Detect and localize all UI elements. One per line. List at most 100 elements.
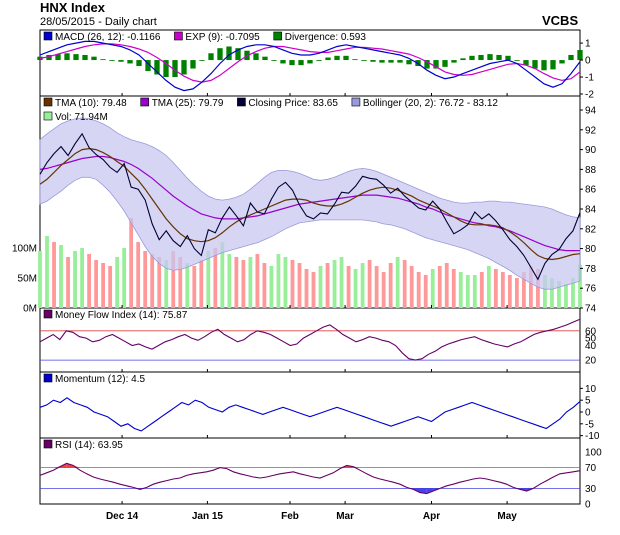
divergence-bar (46, 54, 52, 61)
rsi-tick-label: 70 (585, 463, 597, 474)
momentum-line (39, 397, 581, 432)
mfi-panel-frame (39, 307, 581, 373)
divergence-bar (73, 54, 79, 61)
price-tick-label: 74 (585, 304, 597, 315)
divergence-bar (406, 60, 412, 65)
volume-bar (94, 260, 99, 308)
chart-date-line: 28/05/2015 - Daily chart (40, 16, 157, 28)
price-tick-label: 92 (585, 125, 597, 136)
volume-bar (486, 266, 491, 308)
divergence-bar (217, 48, 223, 61)
legend-swatch-signal (174, 31, 183, 41)
legend-swatch-macd (43, 31, 53, 41)
divergence-bar (136, 60, 142, 66)
volume-bar (529, 266, 533, 308)
divergence-bar (154, 60, 160, 75)
legend-label-volume: Vol: 71.94M (55, 112, 108, 123)
mfi-tick-label: 40 (585, 341, 597, 352)
volume-bar (409, 266, 414, 308)
divergence-bar (253, 53, 259, 61)
divergence-bar (118, 60, 124, 62)
volume-bar (66, 257, 70, 308)
volume-bar (521, 272, 526, 308)
macd-tick-label: -2 (585, 90, 594, 101)
mfi-line (39, 318, 581, 361)
volume-bar (388, 263, 393, 308)
volume-bar (101, 263, 106, 308)
divergence-bar (568, 54, 574, 61)
divergence-bar (505, 55, 511, 61)
legend-label-macd: MACD (26, 12): -0.1166 (55, 32, 161, 43)
volume-bar (227, 254, 232, 308)
divergence-bar (352, 59, 358, 61)
volume-bar (143, 251, 148, 308)
x-tick-label: Jan 15 (192, 511, 224, 522)
volume-bar (115, 257, 120, 308)
signal-line (39, 43, 581, 83)
volume-bar (199, 260, 204, 308)
divergence-bar (262, 56, 268, 61)
volume-bar (430, 269, 435, 308)
volume-bar (45, 236, 49, 308)
legend-swatch-divergence (273, 31, 283, 41)
legend-swatch-volume (43, 111, 53, 121)
volume-bar (451, 269, 456, 308)
legend-label-close: Closing Price: 83.65 (248, 98, 338, 109)
divergence-bar (379, 60, 385, 63)
divergence-bar (226, 46, 232, 61)
legend-swatch-tma10 (43, 97, 53, 107)
momentum-tick-label: 10 (585, 384, 597, 395)
volume-bar (136, 242, 141, 308)
volume-bar (381, 272, 386, 308)
divergence-bar (145, 60, 151, 72)
divergence-bar (64, 53, 70, 61)
price-tick-label: 82 (585, 224, 597, 235)
volume-bar (550, 278, 554, 308)
legend-swatch-momentum (43, 373, 53, 383)
legend-swatch-bollinger_edge (351, 97, 361, 107)
volume-bar (416, 272, 421, 308)
legend-label-momentum: Momentum (12): 4.5 (55, 374, 145, 385)
bollinger-band (39, 117, 581, 290)
volume-bar (178, 257, 183, 308)
volume-bar (479, 272, 484, 308)
price-tick-label: 90 (585, 145, 597, 156)
legend-label-signal: EXP (9): -0.7095 (185, 32, 260, 43)
volume-bar (374, 266, 379, 308)
page-title: HNX Index (40, 0, 106, 15)
tma10-line (39, 147, 581, 261)
rsi-overbought-fill (340, 465, 347, 468)
divergence-bar (91, 56, 97, 61)
volume-bar (304, 269, 309, 308)
mfi-tick-label: 60 (585, 326, 597, 337)
momentum-tick-label: -5 (585, 419, 594, 430)
divergence-bar (325, 57, 331, 61)
divergence-bar (424, 60, 430, 69)
divergence-bar (550, 60, 556, 70)
volume-bar (164, 260, 169, 308)
volume-bar (73, 251, 77, 308)
volume-bar (402, 260, 407, 308)
divergence-bar (361, 60, 367, 61)
rsi-tick-label: 30 (585, 484, 597, 495)
x-tick-label: Dec 14 (106, 511, 139, 522)
legend-label-bollinger_edge: Bollinger (20, 2): 76.72 - 83.12 (363, 98, 499, 109)
divergence-bar (109, 60, 115, 61)
volume-bar (423, 275, 428, 308)
divergence-bar (334, 55, 340, 61)
divergence-bar (235, 48, 241, 61)
divergence-bar (514, 60, 520, 61)
volume-bar (192, 266, 197, 308)
volume-bar (458, 272, 463, 308)
volume-bar (150, 254, 155, 308)
volume-bar (297, 263, 302, 308)
momentum-tick-label: 0 (585, 408, 591, 419)
divergence-bar (487, 54, 493, 61)
volume-bar (52, 242, 56, 308)
legend-label-tma25: TMA (25): 79.79 (152, 98, 224, 109)
divergence-bar (271, 60, 277, 61)
volume-bar (311, 272, 316, 308)
legend-label-mfi: Money Flow Index (14): 75.87 (55, 310, 188, 321)
x-tick-label: May (497, 511, 517, 522)
